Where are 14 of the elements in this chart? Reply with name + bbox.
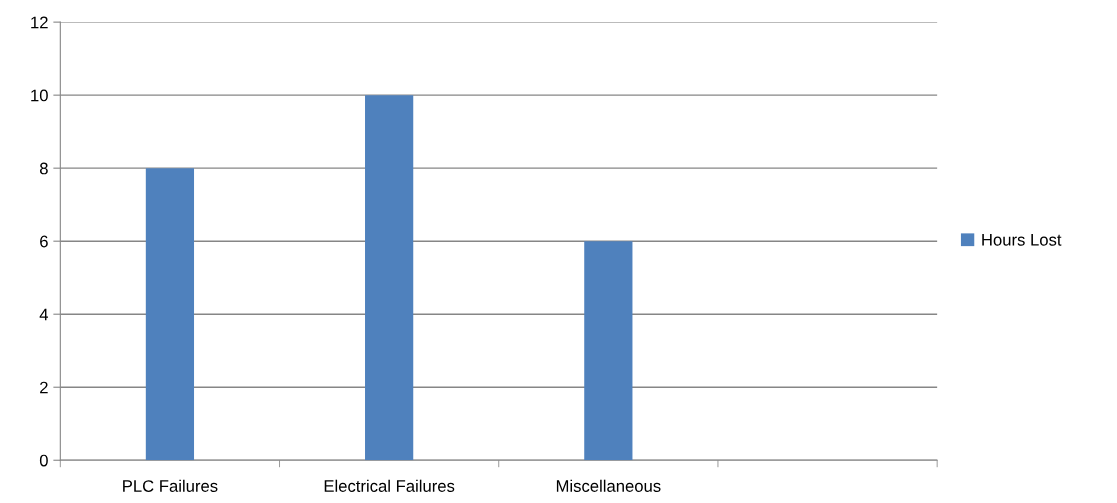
bar xyxy=(145,168,195,461)
x-tick-label: PLC Failures xyxy=(123,479,218,492)
bar xyxy=(584,241,633,461)
y-tick-label: 10 xyxy=(31,89,48,102)
bar xyxy=(365,95,414,461)
legend-label: Hours Lost xyxy=(982,234,1062,246)
x-tick-label: Miscellaneous xyxy=(556,479,661,492)
y-tick-label: 2 xyxy=(40,381,48,394)
x-tick-label: Electrical Failures xyxy=(324,479,455,492)
y-tick-label: 4 xyxy=(39,308,49,321)
y-tick-label: 6 xyxy=(40,235,48,248)
y-tick-label: 0 xyxy=(39,454,48,467)
y-tick-label: 8 xyxy=(39,162,48,175)
y-tick-label: 12 xyxy=(31,16,48,29)
